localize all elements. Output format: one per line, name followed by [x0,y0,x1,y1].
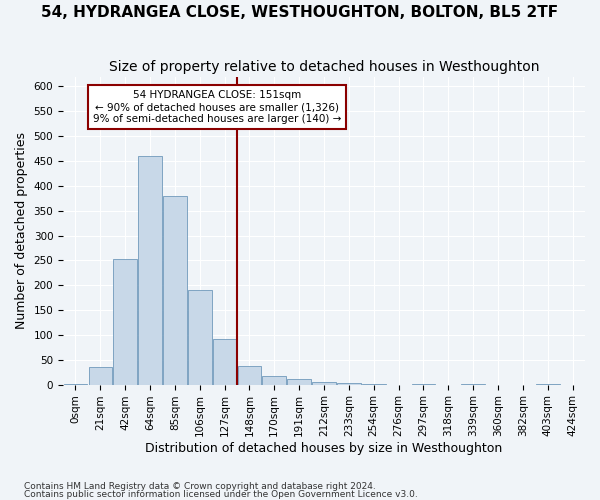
Bar [238,366,261,384]
Text: Contains HM Land Registry data © Crown copyright and database right 2024.: Contains HM Land Registry data © Crown c… [24,482,376,491]
Text: Contains public sector information licensed under the Open Government Licence v3: Contains public sector information licen… [24,490,418,499]
Text: 54, HYDRANGEA CLOSE, WESTHOUGHTON, BOLTON, BL5 2TF: 54, HYDRANGEA CLOSE, WESTHOUGHTON, BOLTO… [41,5,559,20]
Bar [312,382,336,384]
Bar [188,290,212,384]
Title: Size of property relative to detached houses in Westhoughton: Size of property relative to detached ho… [109,60,539,74]
Bar [113,260,137,384]
Bar [163,196,187,384]
Bar [138,156,162,384]
Bar [262,376,286,384]
Bar [287,379,311,384]
Text: 54 HYDRANGEA CLOSE: 151sqm
← 90% of detached houses are smaller (1,326)
9% of se: 54 HYDRANGEA CLOSE: 151sqm ← 90% of deta… [93,90,341,124]
Bar [337,383,361,384]
Bar [213,339,236,384]
Bar [89,367,112,384]
Y-axis label: Number of detached properties: Number of detached properties [15,132,28,329]
X-axis label: Distribution of detached houses by size in Westhoughton: Distribution of detached houses by size … [145,442,503,455]
